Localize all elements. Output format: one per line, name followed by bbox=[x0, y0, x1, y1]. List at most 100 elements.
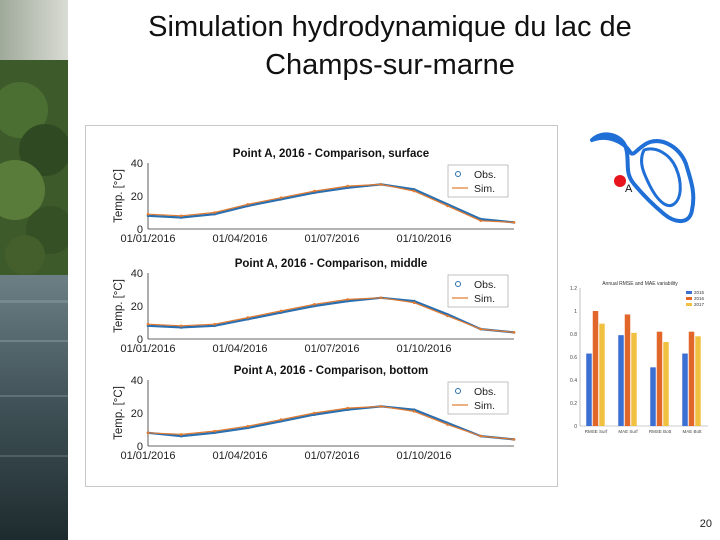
bar-chart-title: Annual RMSE and MAE variability bbox=[602, 281, 678, 287]
legend-label-sim-2: Sim. bbox=[474, 400, 495, 412]
bar-3-1 bbox=[688, 331, 695, 426]
data-point-2-1-6 bbox=[346, 406, 349, 410]
bar-legend-swatch-1 bbox=[686, 297, 692, 300]
series-line-0-1 bbox=[147, 183, 515, 223]
bar-2-1 bbox=[656, 331, 663, 426]
data-point-0-1-3 bbox=[246, 202, 250, 206]
data-point-0-1-11 bbox=[512, 221, 516, 224]
bar-0-0 bbox=[586, 353, 592, 426]
slide-title-line2: Champs-sur-marne bbox=[265, 49, 515, 81]
y-axis-label-2: Temp. [°C] bbox=[113, 386, 125, 440]
bar-category-label-2: RMSE Bott bbox=[649, 429, 672, 434]
data-point-0-1-4 bbox=[279, 196, 283, 199]
y-tick-label-2-0: 0 bbox=[137, 441, 143, 453]
data-point-0-1-5 bbox=[313, 189, 316, 193]
bar-category-label-3: MAE Bott bbox=[682, 429, 702, 434]
bar-legend-swatch-2 bbox=[686, 303, 692, 306]
bar-legend-label-0: 2015 bbox=[694, 290, 705, 295]
slide-title-line1: Simulation hydrodynamique du lac de bbox=[148, 11, 632, 43]
legend-label-obs-1: Obs. bbox=[474, 279, 496, 291]
data-point-0-1-6 bbox=[346, 184, 349, 188]
data-point-0-1-9 bbox=[446, 204, 449, 208]
bar-y-tick-5: 1 bbox=[574, 309, 577, 315]
x-tick-label-0-3: 01/10/2016 bbox=[396, 233, 451, 245]
data-point-2-1-11 bbox=[512, 438, 516, 441]
y-tick-label-0-1: 20 bbox=[131, 191, 143, 203]
x-tick-label-2-2: 01/07/2016 bbox=[304, 450, 359, 462]
series-line-2-0 bbox=[147, 405, 515, 441]
legend-box-1 bbox=[447, 274, 509, 308]
bar-y-tick-4: 0.8 bbox=[570, 332, 577, 338]
legend-label-obs-0: Obs. bbox=[474, 169, 496, 181]
y-axis-label-1: Temp. [°C] bbox=[113, 279, 125, 333]
series-line-2-1 bbox=[147, 405, 515, 440]
data-point-2-1-4 bbox=[279, 418, 283, 421]
data-point-1-1-11 bbox=[512, 331, 516, 334]
lake-map: A bbox=[590, 132, 696, 223]
y-tick-label-2-2: 40 bbox=[131, 375, 143, 387]
data-point-1-1-2 bbox=[213, 322, 216, 326]
data-point-1-1-3 bbox=[246, 316, 250, 319]
data-point-1-1-5 bbox=[313, 303, 316, 306]
x-tick-label-0-1: 01/04/2016 bbox=[212, 233, 267, 245]
data-point-2-1-8 bbox=[412, 410, 416, 413]
bar-y-tick-0: 0 bbox=[574, 424, 577, 430]
y-tick-label-1-2: 40 bbox=[131, 268, 143, 280]
legend-marker-obs-1 bbox=[455, 281, 461, 287]
x-tick-label-1-1: 01/04/2016 bbox=[212, 343, 267, 355]
data-point-2-1-9 bbox=[446, 423, 449, 426]
bar-1-0 bbox=[618, 335, 624, 426]
slide-title: Simulation hydrodynamique du lac de Cham… bbox=[90, 8, 690, 84]
y-tick-label-2-1: 20 bbox=[131, 408, 143, 420]
page-number: 20 bbox=[699, 518, 712, 530]
x-tick-label-0-0: 01/01/2016 bbox=[120, 233, 175, 245]
point-a-marker bbox=[614, 175, 626, 187]
legend-label-obs-2: Obs. bbox=[474, 386, 496, 398]
x-tick-label-2-1: 01/04/2016 bbox=[212, 450, 267, 462]
data-point-1-1-7 bbox=[379, 296, 383, 300]
data-point-0-1-2 bbox=[213, 211, 216, 214]
data-point-1-1-9 bbox=[446, 314, 449, 318]
point-a-label: A bbox=[625, 183, 633, 195]
bar-3-2 bbox=[695, 336, 701, 426]
data-point-2-1-2 bbox=[213, 429, 216, 433]
rmse-mae-bar-chart: Annual RMSE and MAE variability 0 0.2 0.4 0.… bbox=[570, 281, 708, 434]
comparison-charts: Point A, 2016 - Comparison, surface 0 20 40… bbox=[113, 148, 516, 462]
data-point-1-1-10 bbox=[479, 327, 483, 331]
data-point-2-1-3 bbox=[246, 424, 250, 428]
data-point-1-1-8 bbox=[412, 301, 416, 304]
bar-category-label-1: MAE Surf bbox=[618, 429, 638, 434]
x-tick-label-2-3: 01/10/2016 bbox=[396, 450, 451, 462]
data-point-0-1-0 bbox=[146, 212, 150, 216]
series-line-1-0 bbox=[147, 296, 515, 334]
bar-0-1 bbox=[592, 311, 599, 426]
bar-1-1 bbox=[624, 314, 631, 426]
lake-photo bbox=[0, 0, 68, 540]
x-tick-label-1-0: 01/01/2016 bbox=[120, 343, 175, 355]
chart-title-1: Point A, 2016 - Comparison, middle bbox=[235, 258, 428, 270]
bar-y-tick-3: 0.6 bbox=[570, 355, 577, 361]
series-line-0-0 bbox=[147, 183, 515, 224]
series-line-1-1 bbox=[147, 297, 515, 333]
data-point-1-1-0 bbox=[146, 322, 150, 326]
data-point-2-1-5 bbox=[313, 411, 316, 415]
data-point-2-1-1 bbox=[179, 433, 183, 436]
y-tick-label-0-2: 40 bbox=[131, 158, 143, 170]
legend-box-2 bbox=[447, 381, 509, 415]
x-tick-label-0-2: 01/07/2016 bbox=[304, 233, 359, 245]
data-point-1-1-6 bbox=[346, 298, 349, 301]
lake-outline-outer bbox=[590, 132, 696, 223]
legend-marker-obs-2 bbox=[455, 388, 461, 394]
bar-legend-swatch-0 bbox=[686, 291, 692, 294]
bar-legend-label-2: 2017 bbox=[694, 302, 705, 307]
y-axis-label-0: Temp. [°C] bbox=[113, 169, 125, 223]
bar-0-2 bbox=[599, 323, 605, 426]
legend-marker-obs-0 bbox=[455, 171, 461, 177]
x-tick-label-1-3: 01/10/2016 bbox=[396, 343, 451, 355]
data-point-2-1-7 bbox=[379, 405, 383, 408]
x-tick-label-2-0: 01/01/2016 bbox=[120, 450, 175, 462]
bar-2-2 bbox=[663, 342, 669, 426]
y-tick-label-0-0: 0 bbox=[137, 224, 143, 236]
legend-label-sim-0: Sim. bbox=[474, 183, 495, 195]
lake-outline-inner bbox=[640, 147, 682, 207]
